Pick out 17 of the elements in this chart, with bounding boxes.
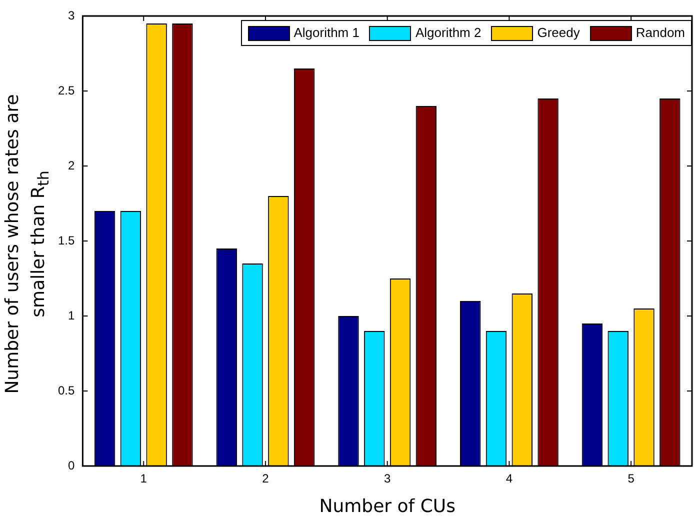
y-tick-label: 0.5 bbox=[58, 383, 75, 398]
legend-label: Greedy bbox=[536, 25, 580, 42]
legend-label: Random bbox=[634, 25, 685, 42]
x-tick-label: 1 bbox=[140, 472, 148, 486]
x-tick-label: 4 bbox=[506, 472, 513, 486]
y-tick-label: 1.5 bbox=[58, 233, 75, 248]
legend-label: Algorithm 2 bbox=[414, 25, 482, 42]
legend-label: Algorithm 1 bbox=[292, 25, 360, 42]
x-tick-label: 3 bbox=[384, 472, 391, 486]
y-tick-label: 2 bbox=[68, 158, 75, 172]
x-tick-label: 5 bbox=[628, 472, 635, 486]
x-axis-title: Number of CUs bbox=[319, 496, 456, 517]
y-tick-label: 3 bbox=[68, 8, 75, 22]
x-tick-label: 2 bbox=[262, 472, 270, 486]
y-tick-label: 1 bbox=[68, 308, 75, 322]
y-tick-label: 0 bbox=[68, 458, 75, 472]
y-tick-label: 2.5 bbox=[58, 83, 75, 98]
